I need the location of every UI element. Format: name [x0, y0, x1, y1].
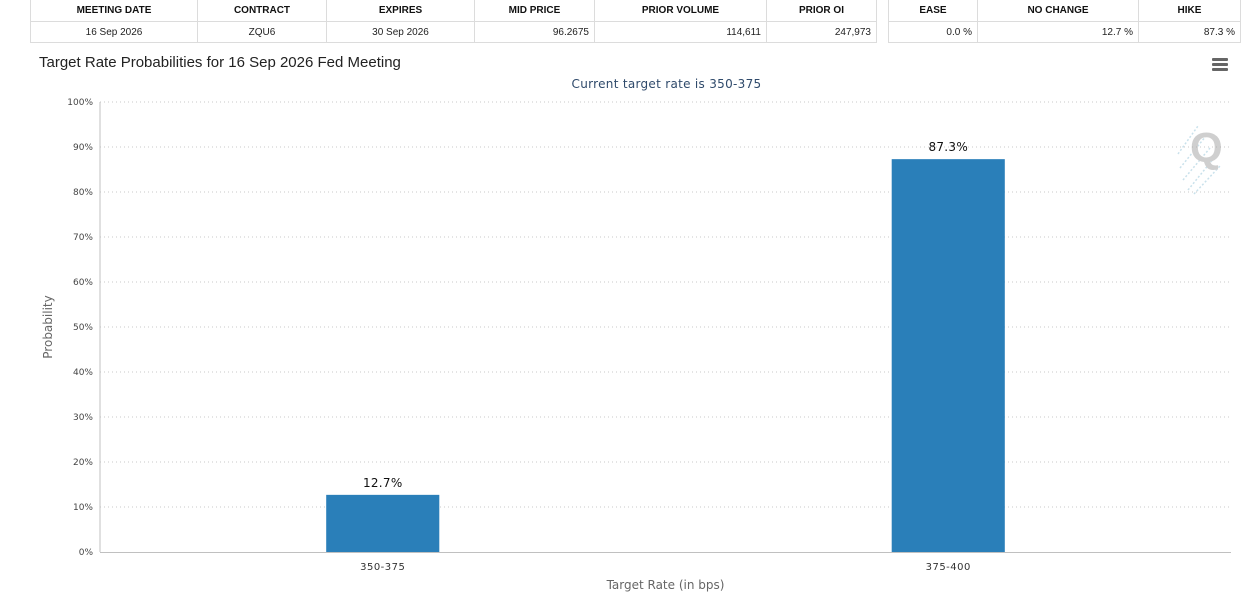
- cell-prior-oi: 247,973: [766, 21, 877, 43]
- cell-no-change: 12.7 %: [977, 21, 1139, 43]
- bar: [326, 494, 440, 552]
- y-tick-label: 20%: [73, 458, 93, 468]
- cell-prior-volume: 114,611: [594, 21, 767, 43]
- probability-table: EASE NO CHANGE HIKE 0.0 % 12.7 % 87.3 %: [888, 0, 1241, 43]
- cell-meeting-date: 16 Sep 2026: [30, 21, 198, 43]
- cell-expires: 30 Sep 2026: [326, 21, 475, 43]
- q-logo-icon: Q: [1177, 124, 1223, 195]
- y-tick-label: 70%: [73, 233, 93, 243]
- col-hike: HIKE: [1138, 0, 1241, 22]
- bar-chart: 0% 10% 20% 30% 40% 50% 60% 70% 80% 90% 100% 12.7% 35…: [41, 98, 1231, 592]
- col-contract: CONTRACT: [197, 0, 327, 22]
- x-tick-label: 375-400: [926, 562, 971, 573]
- y-tick-label: 60%: [73, 278, 93, 288]
- col-prior-oi: PRIOR OI: [766, 0, 877, 22]
- col-expires: EXPIRES: [326, 0, 475, 22]
- cell-ease: 0.0 %: [888, 21, 978, 43]
- col-mid-price: MID PRICE: [474, 0, 595, 22]
- y-tick-label: 10%: [73, 503, 93, 513]
- cell-contract: ZQU6: [197, 21, 327, 43]
- col-meeting-date: MEETING DATE: [30, 0, 198, 22]
- y-tick-label: 40%: [73, 368, 93, 378]
- x-tick-label: 350-375: [360, 562, 405, 573]
- col-ease: EASE: [888, 0, 978, 22]
- svg-text:Q: Q: [1190, 124, 1223, 171]
- chart-panel: Target Rate Probabilities for 16 Sep 202…: [30, 48, 1243, 598]
- y-tick-label: 50%: [73, 323, 93, 333]
- y-tick-label: 80%: [73, 188, 93, 198]
- bar-data-label: 87.3%: [928, 140, 968, 154]
- cell-hike: 87.3 %: [1138, 21, 1241, 43]
- bar-data-label: 12.7%: [363, 476, 403, 490]
- y-tick-label: 90%: [73, 143, 93, 153]
- hamburger-menu-icon[interactable]: [1212, 58, 1228, 72]
- col-prior-volume: PRIOR VOLUME: [594, 0, 767, 22]
- futures-table: MEETING DATE CONTRACT EXPIRES MID PRICE …: [30, 0, 877, 43]
- y-tick-label: 100%: [67, 98, 93, 108]
- x-axis-title: Target Rate (in bps): [606, 578, 725, 592]
- table-row: 16 Sep 2026 ZQU6 30 Sep 2026 96.2675 114…: [30, 21, 877, 43]
- y-tick-label: 30%: [73, 413, 93, 423]
- bar: [891, 159, 1005, 552]
- col-no-change: NO CHANGE: [977, 0, 1139, 22]
- table-row: 0.0 % 12.7 % 87.3 %: [888, 21, 1241, 43]
- y-tick-label: 0%: [79, 548, 94, 558]
- chart-title: Target Rate Probabilities for 16 Sep 202…: [39, 54, 401, 71]
- cell-mid-price: 96.2675: [474, 21, 595, 43]
- y-axis-title: Probability: [41, 295, 55, 358]
- chart-subtitle: Current target rate is 350-375: [571, 77, 762, 91]
